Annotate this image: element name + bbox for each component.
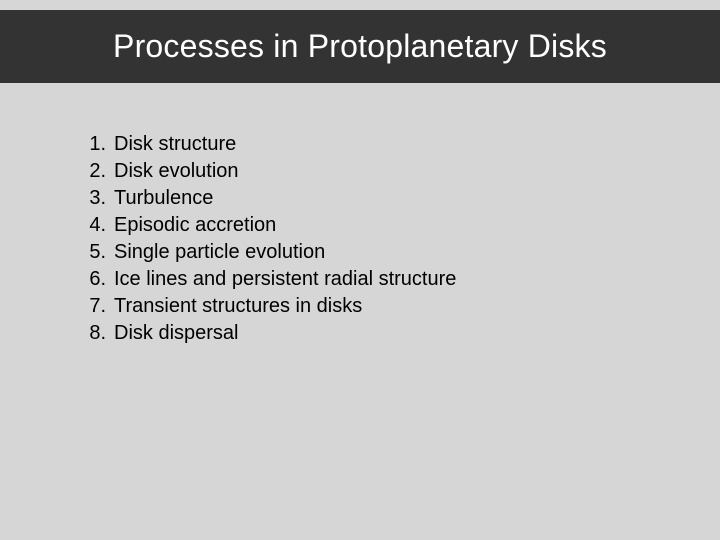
list-item: Turbulence [78,185,660,212]
list-item: Disk structure [78,131,660,158]
list-item: Disk dispersal [78,320,660,347]
list-item: Episodic accretion [78,212,660,239]
slide-body: Disk structure Disk evolution Turbulence… [0,83,720,347]
slide-title: Processes in Protoplanetary Disks [0,28,720,65]
process-list: Disk structure Disk evolution Turbulence… [78,131,660,347]
list-item: Ice lines and persistent radial structur… [78,266,660,293]
title-bar: Processes in Protoplanetary Disks [0,10,720,83]
list-item: Transient structures in disks [78,293,660,320]
list-item: Disk evolution [78,158,660,185]
list-item: Single particle evolution [78,239,660,266]
